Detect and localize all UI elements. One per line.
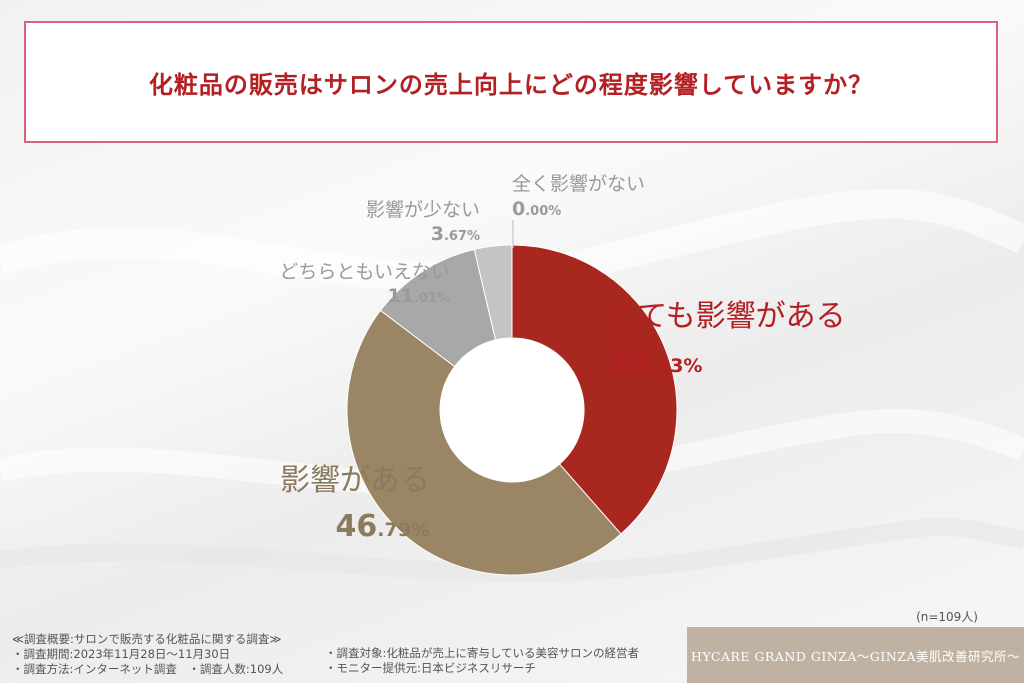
slice-label-5: 全く影響がない xyxy=(512,173,645,195)
donut-hole xyxy=(440,338,584,482)
survey-details: ・調査対象:化粧品が売上に寄与している美容サロンの経営者 ・モニター提供元:日本… xyxy=(325,646,639,676)
survey-provider: ・モニター提供元:日本ビジネスリサーチ xyxy=(325,661,536,675)
brand-banner: HYCARE GRAND GINZA～GINZA美肌改善研究所～ xyxy=(687,627,1024,683)
slice-label-3: どちらともいえない xyxy=(279,261,450,283)
slice-value-1: 38.53% xyxy=(608,345,702,380)
slice-value-5: 0.00% xyxy=(512,198,561,220)
survey-summary: ≪調査概要:サロンで販売する化粧品に関する調査≫ ・調査期間:2023年11月2… xyxy=(12,632,283,677)
slice-value-2: 46.79% xyxy=(336,509,430,544)
page-title: 化粧品の販売はサロンの売上向上にどの程度影響していますか？ xyxy=(148,70,874,99)
slice-label-1: とても影響がある xyxy=(608,299,846,334)
slice-value-4: 3.67% xyxy=(431,223,480,245)
donut-chart: とても影響がある 38.53% 影響がある 46.79% どちらともいえない11.01%… xyxy=(279,173,846,576)
sample-size-label: (n=109人) xyxy=(916,610,978,624)
survey-target: ・調査対象:化粧品が売上に寄与している美容サロンの経営者 xyxy=(325,646,640,660)
survey-method: ・調査方法:インターネット調査 ・調査人数:109人 xyxy=(12,662,284,676)
survey-heading: ≪調査概要:サロンで販売する化粧品に関する調査≫ xyxy=(12,632,282,646)
title-box: 化粧品の販売はサロンの売上向上にどの程度影響していますか？ xyxy=(24,21,998,143)
slice-label-4: 影響が少ない xyxy=(366,199,480,221)
brand-name: HYCARE GRAND GINZA～GINZA美肌改善研究所～ xyxy=(690,648,1021,664)
slice-label-2: 影響がある xyxy=(280,463,430,498)
slice-value-3: 11.01% xyxy=(387,285,450,307)
survey-period: ・調査期間:2023年11月28日～11月30日 xyxy=(12,647,231,661)
